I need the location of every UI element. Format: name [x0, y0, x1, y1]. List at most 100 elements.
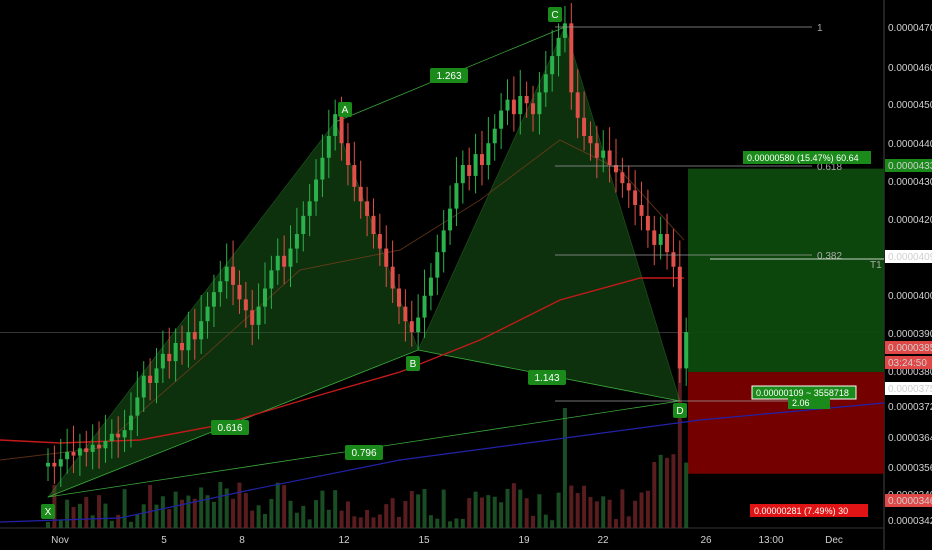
- volume-bar: [358, 517, 363, 528]
- volume-bar: [428, 515, 433, 528]
- candle-body: [77, 448, 82, 456]
- volume-bar: [186, 495, 191, 528]
- volume-bar: [492, 496, 497, 528]
- candle-body: [569, 23, 574, 93]
- ma-blue: [0, 402, 885, 523]
- fib-label: 0.618: [817, 162, 842, 173]
- price-tag-label: 03:24:50: [888, 358, 927, 369]
- volume-bar: [345, 501, 350, 528]
- volume-bar: [607, 499, 612, 528]
- candle-body: [294, 234, 299, 249]
- volume-bar: [275, 482, 280, 528]
- time-tick-label: 5: [161, 535, 167, 546]
- candle-body: [486, 143, 491, 166]
- candlesticks[interactable]: [46, 3, 689, 487]
- candle-body: [320, 157, 325, 180]
- candle-body: [282, 255, 287, 267]
- volume-bar: [333, 490, 338, 528]
- volume-bar: [71, 507, 76, 528]
- candle-body: [90, 444, 95, 452]
- candle-body: [505, 99, 510, 111]
- price-tag-label: 0.00004330: [888, 161, 932, 172]
- volume-bar: [122, 489, 127, 528]
- price-tag-box: [885, 159, 932, 172]
- candle-body: [677, 266, 682, 369]
- volume-bar: [365, 509, 370, 528]
- candle-body: [262, 288, 267, 307]
- candle-body: [167, 353, 172, 362]
- candle-body: [422, 295, 427, 318]
- candle-body: [416, 317, 421, 333]
- candle-body: [141, 375, 146, 398]
- price-tag-label: 0.00003859: [888, 343, 932, 354]
- candle-body: [594, 143, 599, 158]
- candle-body: [224, 266, 229, 282]
- price-axis[interactable]: 0.00004700 0.00004600 0.00004500 0.00004400…: [885, 23, 932, 527]
- volume-bar: [205, 495, 210, 528]
- target-zone: [688, 168, 884, 373]
- volume-bar: [384, 504, 389, 528]
- volume-bar: [377, 514, 382, 528]
- volume-bar: [65, 499, 70, 528]
- candle-body: [562, 23, 567, 38]
- candle-body: [160, 353, 165, 369]
- volume-bar: [231, 498, 236, 528]
- volume-bar: [128, 521, 133, 528]
- candle-body: [345, 143, 350, 166]
- volume-bar: [84, 496, 89, 528]
- volume-bar: [416, 494, 421, 528]
- volume-bar: [173, 491, 178, 528]
- candle-body: [435, 252, 440, 278]
- volume-bar: [141, 504, 146, 528]
- rr-label-box: [788, 396, 830, 409]
- price-tick-label: 0.00004300: [888, 177, 932, 188]
- ratio-label-box: [211, 420, 249, 435]
- ma-brown: [0, 139, 685, 461]
- time-axis[interactable]: Nov 5 8 12 15 19 22 26 13:00 Dec: [51, 535, 843, 546]
- candle-body: [531, 103, 536, 115]
- volume-bar: [116, 514, 121, 528]
- t1-label: T1: [870, 260, 882, 271]
- candle-body: [269, 270, 274, 289]
- volume-bar: [218, 482, 223, 528]
- volume-bar: [371, 517, 376, 528]
- price-tick-label: 0.00003560: [888, 463, 932, 474]
- volume-bar: [671, 454, 676, 528]
- volume-bar: [250, 510, 255, 528]
- candle-body: [460, 165, 465, 184]
- ratio-label-box: [345, 445, 383, 460]
- candle-body: [275, 255, 280, 271]
- volume-bar: [294, 512, 299, 528]
- candle-body: [511, 99, 516, 115]
- price-tick-label: 0.00004600: [888, 63, 932, 74]
- candle-body: [65, 451, 70, 460]
- candle-body: [314, 179, 319, 202]
- candle-body: [371, 215, 376, 235]
- candle-body: [537, 92, 542, 115]
- candle-body: [365, 201, 370, 216]
- candle-body: [671, 252, 676, 267]
- volume-bar: [486, 495, 491, 528]
- point-label-b-box: [406, 356, 420, 371]
- volume-bar: [135, 514, 140, 528]
- price-tick-label: 0.00004700: [888, 23, 932, 34]
- volume-bar: [326, 509, 331, 528]
- volume-bar: [569, 485, 574, 528]
- volume-bar: [109, 520, 114, 528]
- volume-bar: [58, 519, 63, 528]
- volume-bar: [658, 454, 663, 528]
- price-tick-label: 0.00003900: [888, 329, 932, 340]
- volume-bar: [441, 489, 446, 528]
- candle-body: [524, 96, 529, 104]
- volume-bar: [556, 492, 561, 528]
- volume-bar: [531, 515, 536, 528]
- volume-bar: [403, 500, 408, 528]
- volume-bar: [314, 500, 319, 528]
- volume-bar: [613, 519, 618, 528]
- volume-bar: [518, 489, 523, 528]
- volume-bar: [665, 457, 670, 528]
- candle-body: [633, 190, 638, 205]
- candle-body: [250, 310, 255, 325]
- point-label-d: D: [676, 406, 683, 417]
